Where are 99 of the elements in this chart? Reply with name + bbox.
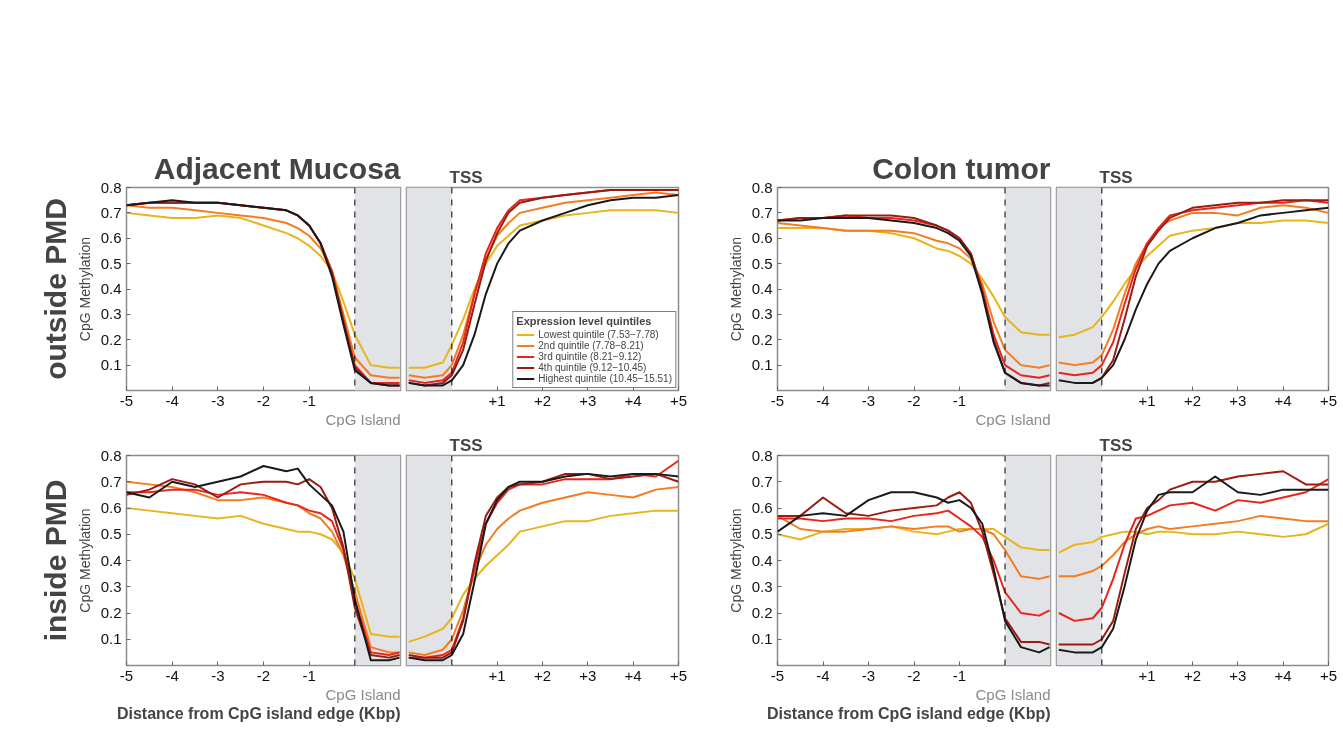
y-tick-label: 0.7 [100, 472, 122, 490]
y-tick-label: 0.6 [751, 229, 773, 247]
x-tick-label: +4 [1274, 391, 1292, 409]
x-tick-label: -3 [861, 391, 876, 409]
x-tick-label: -2 [907, 391, 921, 409]
x-tick-label: +1 [488, 666, 506, 684]
x-tick-label: -5 [119, 391, 134, 409]
line-series [777, 509, 1051, 617]
y-tick-label: 0.7 [751, 472, 773, 490]
line-series [126, 507, 401, 638]
y-tick-label: 0.8 [100, 446, 122, 464]
text: outside PMD [38, 198, 72, 380]
x-tick-label: +2 [1183, 666, 1202, 684]
y-tick-label: 0.6 [751, 499, 773, 516]
x-tick-label: +2 [533, 391, 552, 409]
line-series [777, 514, 1051, 580]
x-tick-label: +1 [1138, 666, 1156, 684]
y-tick-label: 0.2 [751, 604, 773, 621]
x-tick-label: +3 [579, 666, 597, 684]
x-axis-title: Distance from CpG island edge (Kbp) [116, 704, 401, 722]
x-tick-label: -5 [119, 666, 134, 684]
y-tick-label: 0.3 [751, 577, 773, 595]
y-tick-label: 0.5 [751, 254, 773, 272]
text: TSS [1099, 435, 1133, 455]
y-tick-label: 0.4 [100, 551, 122, 569]
x-tick-label: -4 [165, 391, 179, 409]
x-axis-title: Distance from CpG island edge (Kbp) [766, 704, 1051, 722]
x-tick-label: -1 [302, 666, 316, 684]
text: TSS [449, 435, 483, 455]
y-axis-title: CpG Methylation [76, 236, 93, 342]
legend-label: Highest quintile (10.45−15.51) [538, 373, 672, 384]
chart-title: Adjacent Mucosa [153, 151, 401, 185]
y-tick-label: 0.1 [751, 356, 773, 374]
y-tick-label: 0.1 [100, 356, 122, 374]
y-tick-label: 0.8 [100, 178, 122, 196]
y-tick-label: 0.6 [100, 229, 122, 247]
y-tick-label: 0.3 [100, 305, 122, 323]
x-tick-label: -3 [211, 666, 225, 684]
y-tick-label: 0.8 [751, 178, 773, 196]
y-axis-title: CpG Methylation [727, 236, 744, 342]
text: TSS [449, 167, 483, 187]
x-tick-label: -5 [770, 666, 785, 684]
x-tick-label: +3 [1229, 666, 1247, 684]
y-tick-label: 0.8 [751, 446, 773, 464]
x-tick-label: -2 [907, 666, 921, 684]
x-tick-label: +1 [488, 391, 506, 409]
text: CpG Island [975, 685, 1051, 703]
text: CpG Island [975, 410, 1051, 428]
y-axis-title: CpG Methylation [727, 508, 744, 613]
y-tick-label: 0.2 [100, 330, 122, 348]
x-tick-label: -3 [861, 666, 876, 684]
legend-label: Lowest quintile (7.53−7.78) [538, 329, 659, 340]
x-tick-label: +2 [533, 666, 552, 684]
y-tick-label: 0.3 [100, 577, 122, 595]
y-tick-label: 0.6 [100, 499, 122, 516]
legend-title: Expression level quintiles [516, 315, 653, 327]
x-tick-label: +4 [624, 391, 642, 409]
x-tick-label: -1 [302, 391, 316, 409]
y-tick-label: 0.2 [100, 604, 122, 621]
x-tick-label: -4 [816, 391, 830, 409]
x-tick-label: +3 [1229, 391, 1247, 409]
y-tick-label: 0.7 [100, 203, 122, 221]
x-tick-label: +4 [624, 666, 642, 684]
y-tick-label: 0.3 [751, 305, 773, 323]
x-tick-label: +2 [1183, 391, 1202, 409]
x-tick-label: -2 [256, 666, 271, 684]
chart-title: Colon tumor [872, 151, 1051, 185]
x-tick-label: -4 [816, 666, 830, 684]
y-tick-label: 0.4 [751, 551, 773, 569]
x-tick-label: -5 [770, 391, 785, 409]
y-tick-label: 0.5 [751, 525, 773, 543]
y-tick-label: 0.4 [100, 280, 122, 297]
x-tick-label: -2 [256, 391, 271, 409]
y-axis-title: CpG Methylation [76, 508, 93, 613]
y-tick-label: 0.1 [751, 630, 773, 648]
x-tick-label: +5 [1319, 666, 1338, 684]
y-tick-label: 0.7 [751, 203, 773, 221]
x-tick-label: +4 [1274, 666, 1292, 684]
y-tick-label: 0.5 [100, 525, 122, 543]
x-tick-label: -1 [952, 391, 967, 409]
x-tick-label: -1 [952, 666, 967, 684]
text: CpG Island [325, 685, 401, 703]
text: inside PMD [38, 479, 72, 642]
y-tick-label: 0.1 [100, 630, 122, 648]
text: CpG Island [325, 410, 401, 428]
y-tick-label: 0.4 [751, 280, 773, 297]
x-tick-label: +5 [669, 391, 688, 409]
y-tick-label: 0.2 [751, 330, 773, 348]
x-tick-label: +3 [579, 391, 597, 409]
legend-label: 4th quintile (9.12−10.45) [538, 362, 647, 373]
x-tick-label: +5 [669, 666, 688, 684]
text: TSS [1099, 167, 1133, 187]
x-tick-label: -3 [211, 391, 225, 409]
y-tick-label: 0.5 [100, 254, 122, 272]
legend-label: 2nd quintile (7.78−8.21) [538, 340, 644, 351]
x-tick-label: -4 [165, 666, 179, 684]
x-tick-label: +5 [1319, 391, 1338, 409]
legend-label: 3rd quintile (8.21−9.12) [538, 351, 642, 362]
x-tick-label: +1 [1138, 391, 1156, 409]
